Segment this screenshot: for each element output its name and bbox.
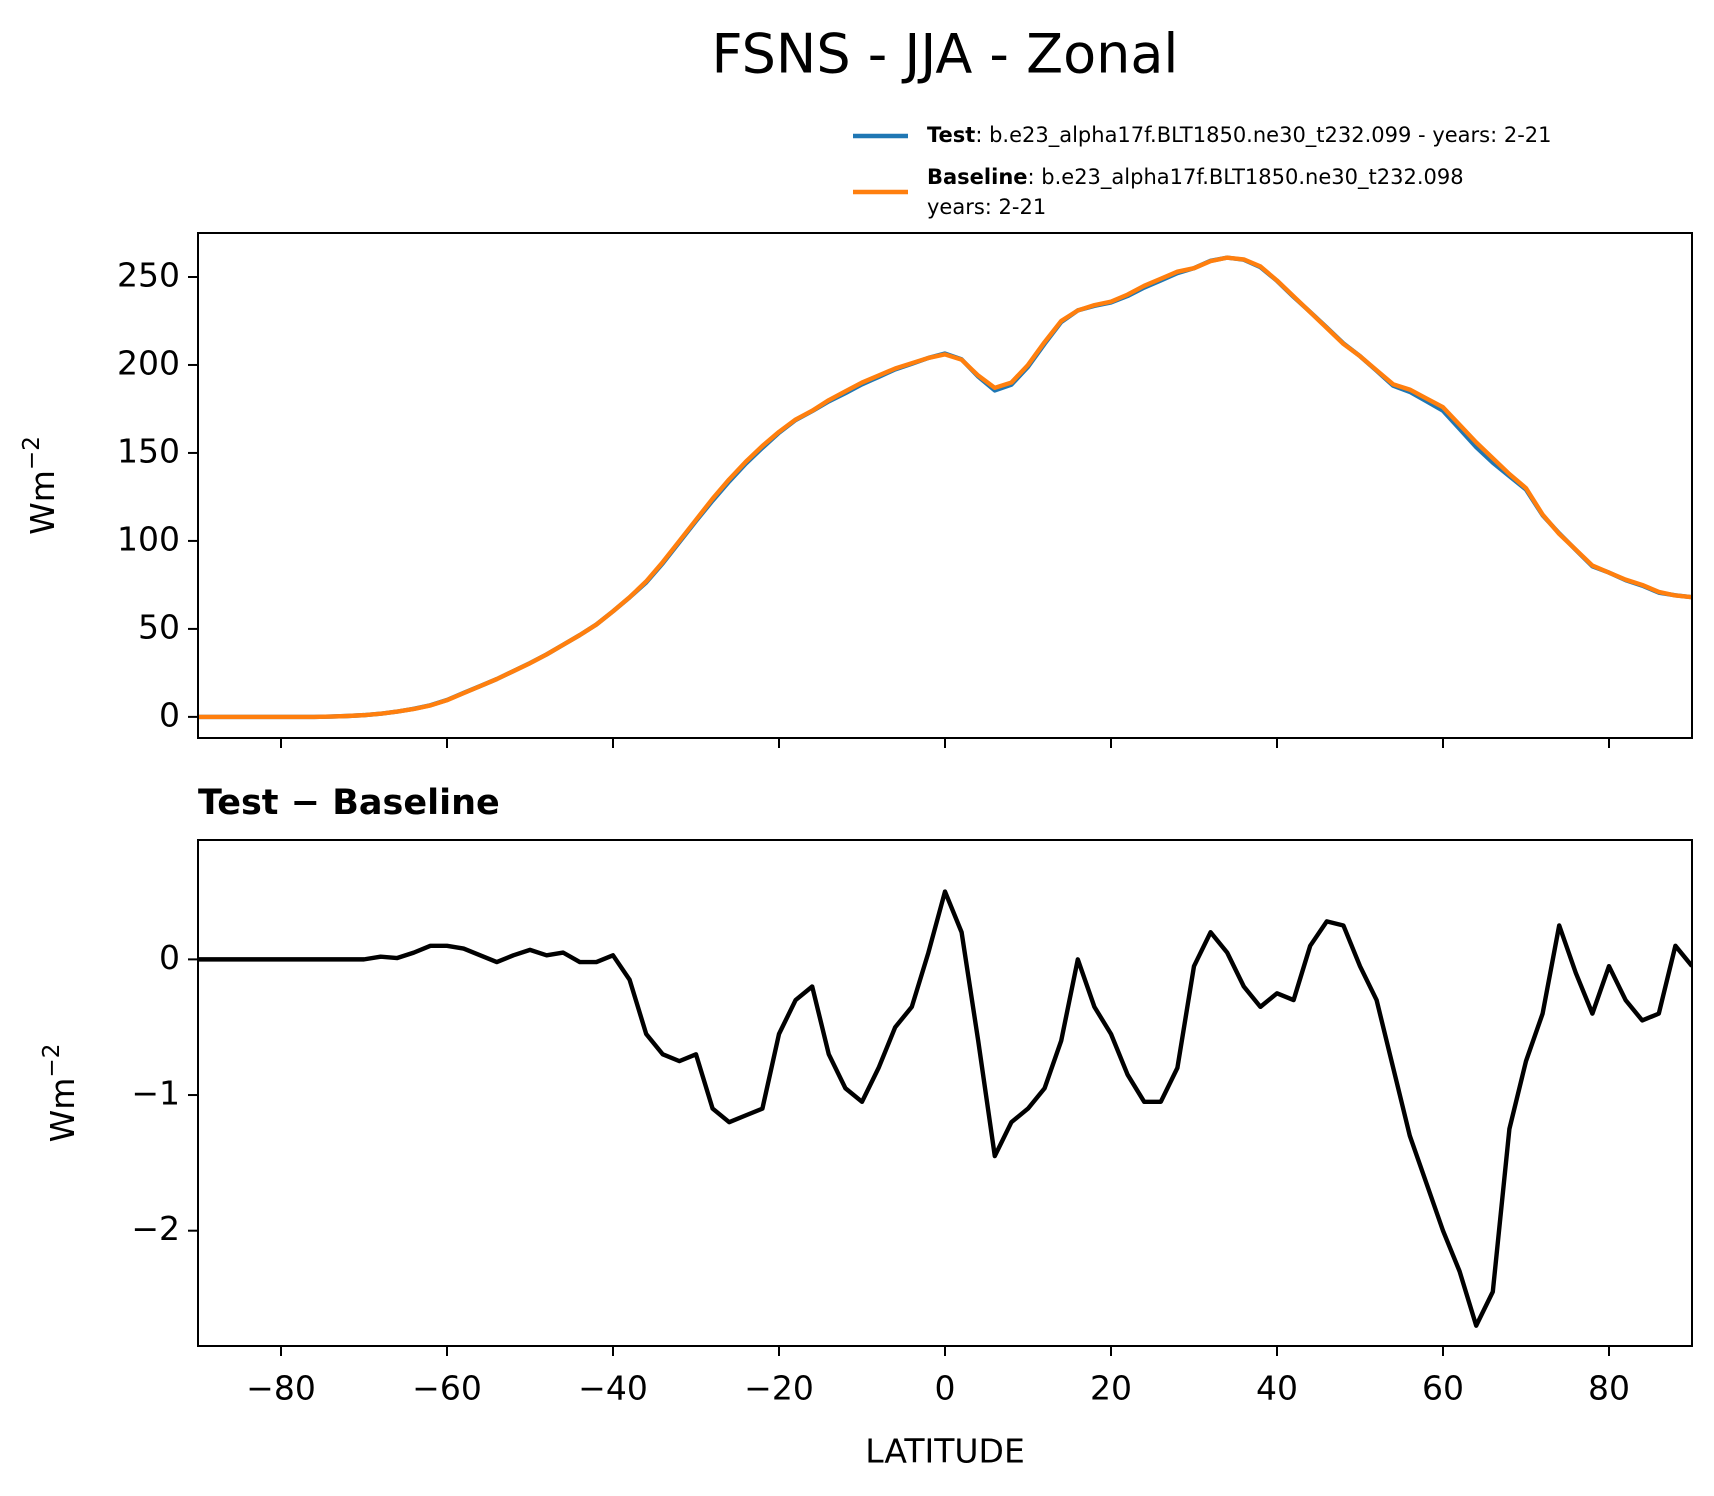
- legend-label: Test: b.e23_alpha17f.BLT1850.ne30_t232.0…: [927, 123, 1552, 148]
- y-tick-label: 200: [117, 343, 180, 382]
- figure-title: FSNS - JJA - Zonal: [712, 23, 1179, 86]
- data-line: [198, 889, 1692, 1328]
- y-tick-label: −1: [131, 1074, 180, 1113]
- legend-description: : b.e23_alpha17f.BLT1850.ne30_t232.099 -…: [975, 123, 1551, 148]
- y-axis-label: Wm−2: [39, 1044, 82, 1143]
- axes-frame: [197, 232, 1693, 739]
- y-tick-label: 50: [138, 607, 180, 646]
- legend-label: Baseline: b.e23_alpha17f.BLT1850.ne30_t2…: [927, 165, 1464, 190]
- y-tick-label: 250: [117, 255, 180, 294]
- axes-frame: [197, 839, 1693, 1347]
- x-axis-label: LATITUDE: [865, 1432, 1025, 1471]
- x-tick-label: −60: [412, 1369, 482, 1408]
- y-tick-label: 150: [117, 431, 180, 470]
- data-line: [198, 255, 1692, 720]
- x-tick-label: 60: [1422, 1369, 1464, 1408]
- y-tick-label: −2: [131, 1209, 180, 1248]
- x-tick-label: 40: [1256, 1369, 1298, 1408]
- subplot-title: Test − Baseline: [198, 783, 500, 823]
- y-tick-label: 0: [159, 938, 180, 977]
- legend-name: Test: [927, 123, 975, 147]
- y-tick-label: 100: [117, 519, 180, 558]
- y-axis-label-exponent: −2: [19, 436, 45, 470]
- y-tick-label: 0: [159, 695, 180, 734]
- y-axis-label-base: Wm: [43, 1078, 82, 1143]
- y-axis-label-exponent: −2: [39, 1044, 65, 1078]
- legend-description: years: 2-21: [927, 195, 1046, 219]
- x-tick-label: 80: [1588, 1369, 1630, 1408]
- y-axis-label: Wm−2: [19, 436, 62, 535]
- x-tick-label: 0: [935, 1369, 956, 1408]
- x-tick-label: −80: [246, 1369, 316, 1408]
- data-line: [198, 255, 1692, 720]
- x-tick-label: −20: [744, 1369, 814, 1408]
- y-axis-label-base: Wm: [23, 470, 62, 535]
- legend-name: Baseline: [927, 165, 1028, 189]
- legend-description: : b.e23_alpha17f.BLT1850.ne30_t232.098: [1028, 165, 1464, 190]
- x-tick-label: −40: [578, 1369, 648, 1408]
- x-tick-label: 20: [1090, 1369, 1132, 1408]
